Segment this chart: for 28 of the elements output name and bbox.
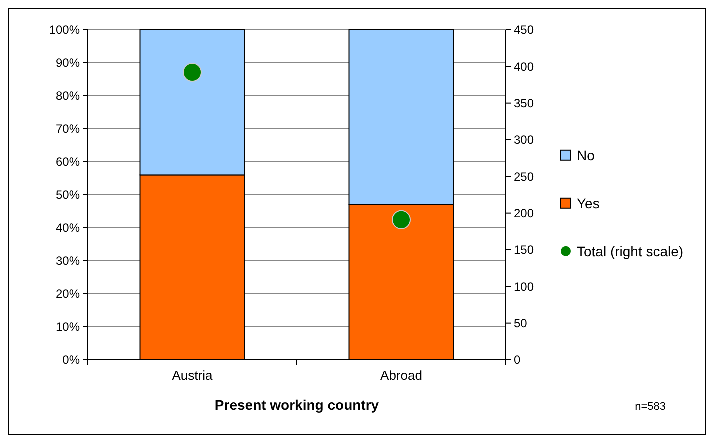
x-tick-label: Austria <box>172 368 214 383</box>
y-tick-label: 80% <box>56 89 80 104</box>
y-tick-label: 90% <box>56 56 80 70</box>
text: n=583 <box>635 401 666 413</box>
y2-tick-label: 250 <box>514 170 534 184</box>
y2-tick-label: 300 <box>514 133 534 148</box>
y-tick-label: 50% <box>56 188 80 202</box>
y2-tick-label: 50 <box>514 316 528 331</box>
y2-tick-label: 150 <box>514 243 534 258</box>
y-tick-label: 100% <box>49 23 80 38</box>
legend-label: Total (right scale) <box>577 243 684 260</box>
y2-tick-label: 100 <box>514 280 534 294</box>
y2-tick-label: 350 <box>514 96 534 111</box>
y-tick-label: 40% <box>56 221 80 236</box>
legend-label: Yes <box>577 195 600 212</box>
y-tick-label: 70% <box>56 122 80 136</box>
y-tick-label: 60% <box>56 155 80 170</box>
x-tick-label: Abroad <box>380 368 422 383</box>
y2-tick-label: 450 <box>514 23 534 38</box>
y-tick-label: 10% <box>56 320 80 334</box>
y-tick-label: 20% <box>56 287 80 302</box>
legend-label: No <box>577 147 596 164</box>
y2-tick-label: 0 <box>514 353 521 368</box>
x-axis-title: Present working country <box>214 397 380 413</box>
y-tick-label: 0% <box>62 353 80 368</box>
y2-tick-label: 400 <box>514 60 534 74</box>
y-tick-label: 30% <box>56 254 80 268</box>
y2-tick-label: 200 <box>514 206 534 221</box>
